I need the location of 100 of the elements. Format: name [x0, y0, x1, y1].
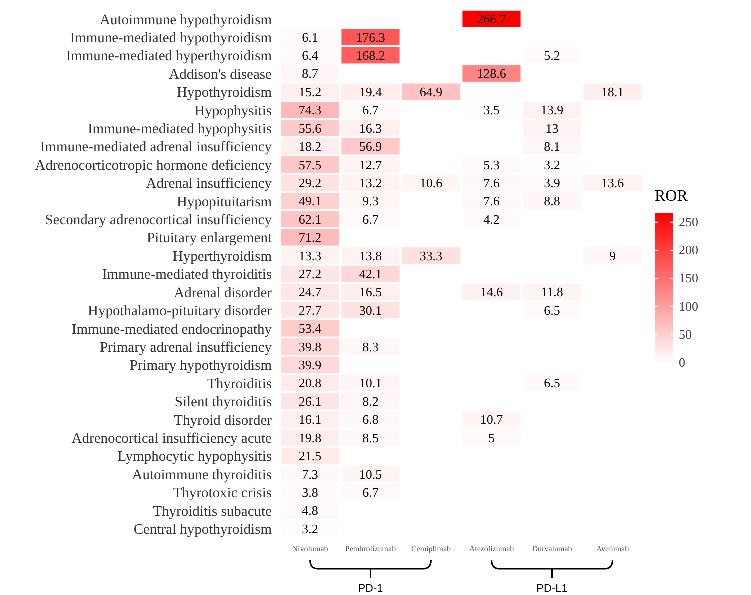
data-label: 13.6	[601, 175, 625, 190]
data-label: 56.9	[359, 139, 382, 154]
x-tick-label: Durvalumab	[532, 544, 572, 554]
data-label: 19.4	[359, 84, 383, 100]
y-tick-label: Hypophysitis	[194, 103, 272, 120]
data-label: 27.2	[298, 266, 322, 282]
y-tick-label: Adrenal disorder	[174, 285, 272, 302]
y-tick-label: Thyrotoxic crisis	[173, 486, 272, 502]
data-label: 3.2	[544, 157, 560, 172]
x-tick-label: Pembrolizumab	[345, 544, 396, 554]
data-label: 3.5	[484, 102, 500, 118]
color-bar-label: 100	[679, 298, 698, 314]
data-label: 128.6	[477, 66, 507, 82]
data-label: 30.1	[359, 302, 382, 318]
x-tick-label: Avelumab	[596, 544, 630, 554]
y-tick-label: Autoimmune hypothyroidism	[100, 12, 273, 28]
data-label: 14.6	[480, 284, 504, 300]
data-label: 20.8	[298, 376, 322, 391]
x-tick-label: Atezolizumab	[469, 544, 514, 554]
data-label: 13.9	[540, 102, 564, 118]
y-tick-label: Immune-mediated endocrinopathy	[72, 322, 273, 338]
data-label: 6.7	[362, 484, 380, 500]
data-label: 8.7	[302, 66, 319, 82]
data-label: 12.7	[359, 157, 383, 172]
data-label: 29.2	[298, 175, 322, 190]
data-label: 64.9	[420, 84, 443, 100]
data-label: 62.1	[298, 212, 322, 227]
data-label: 9.3	[362, 194, 379, 209]
y-tick-label: Hypopituitarism	[176, 194, 273, 210]
y-tick-label: Secondary adrenocortical insufficiency	[45, 212, 273, 229]
data-label: 6.5	[544, 302, 560, 318]
data-label: 6.1	[302, 30, 318, 45]
y-tick-label: Adrenocortical insufficiency acute	[72, 431, 272, 448]
y-tick-label: Autoimmune thyroiditis	[132, 467, 272, 484]
data-label: 10.7	[480, 412, 504, 428]
data-label: 71.2	[298, 230, 322, 246]
data-label: 27.7	[298, 302, 322, 318]
x-tick-label: Nivolumab	[292, 544, 328, 554]
data-label: 8.3	[362, 339, 379, 354]
data-label: 10.5	[359, 466, 382, 482]
y-tick-label: Primary hypothyroidism	[130, 358, 273, 374]
data-label: 6.8	[362, 412, 379, 428]
y-tick-label: Immune-mediated hypophysitis	[88, 121, 272, 138]
color-bar-label: 50	[679, 326, 692, 342]
data-label: 5.3	[484, 157, 500, 172]
data-label: 21.5	[298, 448, 322, 464]
data-label: 13.8	[359, 248, 382, 264]
color-bar-label: 0	[679, 355, 686, 370]
color-bar-label: 250	[679, 214, 698, 230]
data-label: 13.2	[359, 175, 382, 190]
data-label: 18.2	[298, 139, 322, 154]
y-tick-label: Adrenal insufficiency	[146, 176, 273, 192]
y-tick-label: Immune-mediated hypothyroidism	[70, 30, 273, 46]
data-label: 26.1	[298, 394, 322, 409]
data-label: 7.6	[484, 175, 500, 190]
data-label: 11.8	[541, 284, 564, 300]
data-label: 176.3	[356, 30, 386, 45]
y-tick-label: Hypothalamo-pituitary disorder	[88, 304, 272, 320]
y-tick-label: Pituitary enlargement	[147, 230, 272, 247]
y-tick-label: Adrenocorticotropic hormone deficiency	[35, 158, 273, 174]
data-label: 39.9	[298, 358, 322, 373]
data-label: 4.2	[484, 212, 500, 227]
data-label: 7.6	[484, 194, 500, 209]
data-label: 8.2	[362, 394, 379, 409]
data-label: 33.3	[420, 248, 443, 264]
data-label: 74.3	[298, 102, 322, 118]
data-label: 19.8	[298, 430, 322, 446]
data-label: 53.4	[298, 321, 322, 336]
data-label: 42.1	[359, 266, 382, 282]
data-label: 3.2	[302, 521, 318, 536]
y-tick-label: Addison's disease	[169, 66, 272, 83]
y-tick-label: Immune-mediated adrenal insufficiency	[40, 140, 273, 156]
y-tick-label: Hyperthyroidism	[172, 248, 273, 265]
data-label: 8.8	[544, 194, 560, 209]
data-label: 6.7	[362, 212, 380, 227]
data-label: 13	[546, 120, 559, 136]
y-tick-label: Lymphocytic hypophysitis	[118, 449, 272, 466]
data-label: 39.8	[298, 339, 322, 354]
color-bar-label: 200	[679, 242, 698, 258]
data-label: 49.1	[298, 194, 322, 209]
data-label: 15.2	[298, 84, 322, 100]
data-label: 266.7	[477, 12, 507, 27]
color-bar-label: 150	[679, 270, 698, 286]
y-tick-label: Thyroiditis	[208, 376, 272, 392]
data-label: 5	[488, 430, 495, 446]
y-tick-label: Thyroiditis subacute	[153, 504, 272, 520]
x-tick-label: Cemiplimab	[411, 544, 452, 554]
data-label: 6.4	[302, 48, 319, 64]
data-label: 6.5	[544, 376, 560, 391]
data-label: 18.1	[601, 84, 624, 100]
y-tick-label: Immune-mediated thyroiditis	[102, 267, 272, 284]
data-label: 168.2	[356, 48, 386, 64]
text: PD-L1	[536, 583, 568, 595]
data-label: 16.1	[298, 412, 322, 428]
y-tick-label: Hypothyroidism	[176, 85, 273, 102]
y-tick-label: Thyroid disorder	[174, 412, 272, 429]
data-label: 16.5	[359, 284, 382, 300]
y-tick-label: Primary adrenal insufficiency	[100, 340, 273, 356]
data-label: 55.6	[298, 120, 322, 136]
data-label: 16.3	[359, 120, 382, 136]
